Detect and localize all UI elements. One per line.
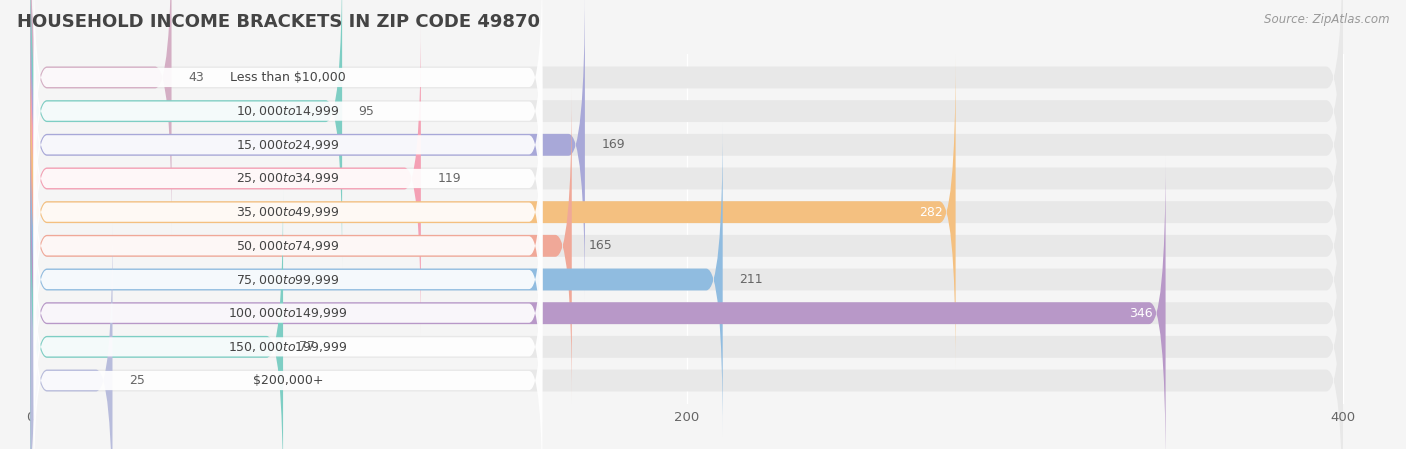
FancyBboxPatch shape (31, 0, 1343, 302)
FancyBboxPatch shape (31, 156, 1166, 449)
Text: 169: 169 (602, 138, 624, 151)
Text: $100,000 to $149,999: $100,000 to $149,999 (228, 306, 347, 320)
Text: 43: 43 (188, 71, 204, 84)
FancyBboxPatch shape (31, 223, 1343, 449)
Text: $200,000+: $200,000+ (253, 374, 323, 387)
Text: $75,000 to $99,999: $75,000 to $99,999 (236, 273, 340, 286)
FancyBboxPatch shape (34, 87, 543, 337)
Text: 346: 346 (1129, 307, 1153, 320)
FancyBboxPatch shape (34, 188, 543, 438)
Text: 165: 165 (588, 239, 612, 252)
FancyBboxPatch shape (31, 189, 1343, 449)
FancyBboxPatch shape (31, 0, 342, 269)
FancyBboxPatch shape (31, 88, 1343, 403)
Text: 77: 77 (299, 340, 315, 353)
FancyBboxPatch shape (34, 0, 543, 202)
Text: HOUSEHOLD INCOME BRACKETS IN ZIP CODE 49870: HOUSEHOLD INCOME BRACKETS IN ZIP CODE 49… (17, 13, 540, 31)
Text: 211: 211 (740, 273, 762, 286)
FancyBboxPatch shape (31, 0, 585, 302)
Text: $10,000 to $14,999: $10,000 to $14,999 (236, 104, 340, 118)
FancyBboxPatch shape (31, 88, 572, 403)
Text: $35,000 to $49,999: $35,000 to $49,999 (236, 205, 340, 219)
Text: 25: 25 (129, 374, 145, 387)
Text: Less than $10,000: Less than $10,000 (231, 71, 346, 84)
FancyBboxPatch shape (31, 21, 1343, 336)
Text: Source: ZipAtlas.com: Source: ZipAtlas.com (1264, 13, 1389, 26)
FancyBboxPatch shape (34, 255, 543, 449)
FancyBboxPatch shape (31, 223, 112, 449)
FancyBboxPatch shape (34, 53, 543, 304)
Text: $150,000 to $199,999: $150,000 to $199,999 (228, 340, 347, 354)
Text: 282: 282 (918, 206, 942, 219)
Text: $15,000 to $24,999: $15,000 to $24,999 (236, 138, 340, 152)
FancyBboxPatch shape (31, 189, 283, 449)
Text: 95: 95 (359, 105, 374, 118)
FancyBboxPatch shape (34, 222, 543, 449)
FancyBboxPatch shape (31, 55, 1343, 370)
FancyBboxPatch shape (34, 0, 543, 236)
FancyBboxPatch shape (31, 21, 420, 336)
FancyBboxPatch shape (31, 122, 723, 437)
Text: $25,000 to $34,999: $25,000 to $34,999 (236, 172, 340, 185)
Text: $50,000 to $74,999: $50,000 to $74,999 (236, 239, 340, 253)
FancyBboxPatch shape (31, 122, 1343, 437)
FancyBboxPatch shape (31, 55, 956, 370)
FancyBboxPatch shape (34, 154, 543, 405)
FancyBboxPatch shape (34, 20, 543, 270)
FancyBboxPatch shape (34, 121, 543, 371)
FancyBboxPatch shape (31, 0, 1343, 235)
FancyBboxPatch shape (31, 156, 1343, 449)
FancyBboxPatch shape (31, 0, 172, 235)
FancyBboxPatch shape (31, 0, 1343, 269)
Text: 119: 119 (437, 172, 461, 185)
